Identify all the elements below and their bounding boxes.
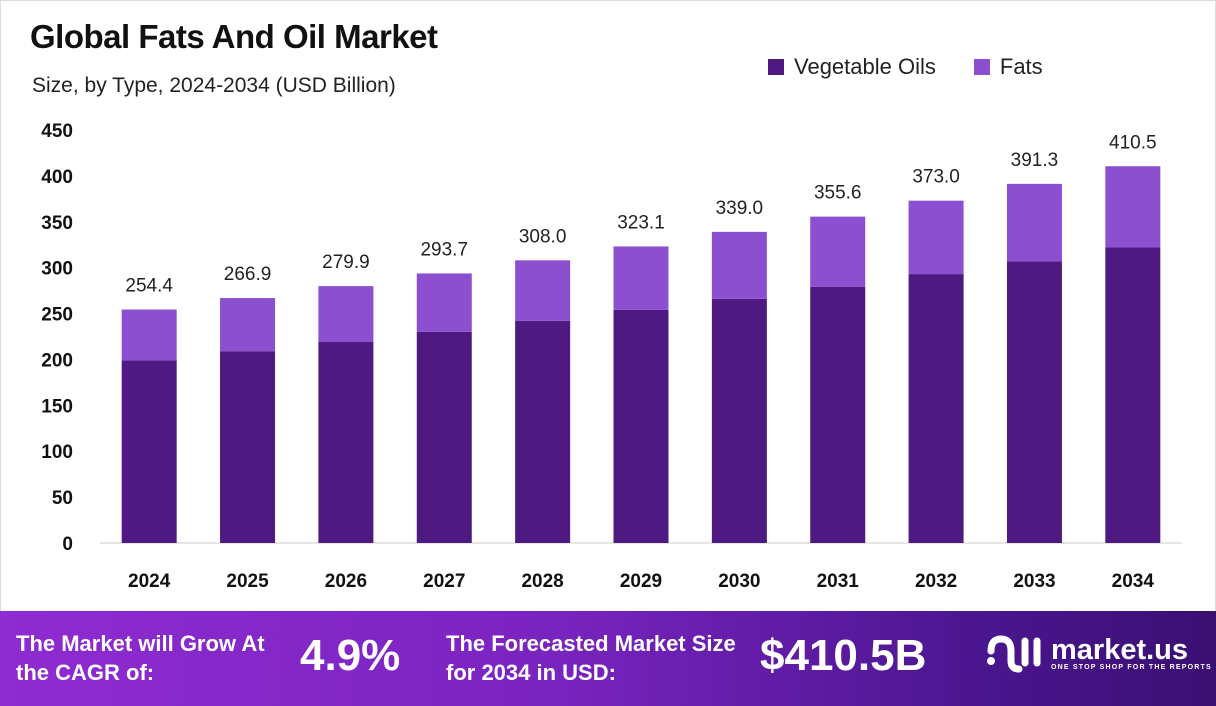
legend: Vegetable Oils Fats: [768, 54, 1043, 80]
footer-banner: The Market will Grow At the CAGR of: 4.9…: [0, 611, 1216, 706]
legend-swatch: [973, 59, 990, 75]
x-tick-label: 2026: [325, 571, 367, 592]
bar-fats: [318, 286, 374, 343]
x-tick-label: 2024: [128, 571, 171, 592]
bar-fats: [711, 231, 767, 299]
x-tick-label: 2030: [718, 571, 760, 592]
x-tick-label: 2025: [226, 571, 269, 592]
bar-fats: [810, 216, 866, 287]
bar-vegetable-oils: [416, 331, 472, 543]
data-label-total: 410.5: [1109, 132, 1157, 153]
x-tick-label: 2029: [620, 571, 662, 592]
bar-fats: [416, 273, 472, 332]
data-label-total: 293.7: [420, 239, 468, 260]
bar-vegetable-oils: [318, 342, 374, 543]
market-us-logo: market.us ONE STOP SHOP FOR THE REPORTS: [985, 633, 1212, 673]
x-tick-label: 2033: [1013, 571, 1055, 592]
data-label-total: 355.6: [814, 183, 862, 204]
chart-title: Global Fats And Oil Market: [30, 18, 438, 55]
y-tick-label: 250: [41, 305, 73, 326]
bar-vegetable-oils: [515, 320, 571, 543]
bar-vegetable-oils: [613, 309, 669, 543]
y-tick-label: 300: [41, 259, 73, 280]
bar-fats: [220, 298, 276, 352]
cagr-value: 4.9%: [300, 631, 401, 680]
bar-vegetable-oils: [1105, 247, 1161, 543]
legend-item-fats: Fats: [973, 54, 1043, 80]
x-tick-label: 2028: [521, 571, 563, 592]
bar-chart: 0 50 100 150 200 250 300 350 400 450 254.4 2024 266.…: [41, 121, 1182, 592]
bar-vegetable-oils: [1006, 261, 1062, 543]
data-label-total: 308.0: [519, 226, 567, 247]
cagr-label: The Market will Grow At the CAGR of:: [16, 631, 265, 685]
legend-label: Vegetable Oils: [794, 54, 936, 79]
bar-vegetable-oils: [908, 274, 964, 543]
chart-subtitle: Size, by Type, 2024-2034 (USD Billion): [32, 74, 396, 97]
data-label-total: 373.0: [912, 167, 960, 188]
bar-vegetable-oils: [711, 298, 767, 543]
forecast-label: The Forecasted Market Size for 2034 in U…: [446, 631, 736, 685]
bar-fats: [613, 246, 669, 310]
x-tick-label: 2031: [817, 571, 860, 592]
data-label-total: 323.1: [617, 212, 665, 233]
logo-icon: [987, 635, 1041, 673]
data-label-total: 254.4: [125, 276, 173, 297]
data-label-total: 339.0: [716, 198, 764, 219]
data-label-total: 279.9: [322, 252, 370, 273]
y-tick-label: 400: [41, 167, 73, 188]
y-tick-label: 200: [41, 350, 73, 371]
bar-fats: [515, 260, 571, 321]
y-tick-label: 0: [62, 534, 73, 555]
legend-item-vegetable-oils: Vegetable Oils: [768, 54, 936, 80]
y-tick-label: 350: [41, 213, 73, 234]
legend-swatch: [768, 59, 784, 75]
bar-vegetable-oils: [220, 351, 276, 543]
y-tick-label: 150: [41, 396, 73, 417]
data-label-total: 391.3: [1011, 150, 1059, 171]
bar-fats: [121, 309, 177, 361]
logo-wordmark: market.us: [1051, 633, 1189, 666]
bar-vegetable-oils: [810, 286, 866, 543]
x-tick-label: 2034: [1112, 571, 1155, 592]
bar-fats: [908, 200, 964, 275]
bar-vegetable-oils: [121, 360, 177, 543]
y-tick-label: 100: [41, 442, 73, 463]
y-tick-label: 50: [52, 488, 73, 509]
data-label-total: 266.9: [224, 264, 272, 285]
bar-fats: [1006, 183, 1062, 262]
x-tick-label: 2032: [915, 571, 957, 592]
logo-tagline: ONE STOP SHOP FOR THE REPORTS: [1051, 663, 1212, 671]
legend-label: Fats: [999, 54, 1043, 79]
forecast-value: $410.5B: [760, 631, 927, 680]
y-tick-label: 450: [41, 121, 73, 142]
x-tick-label: 2027: [423, 571, 465, 592]
bar-fats: [1105, 166, 1161, 248]
